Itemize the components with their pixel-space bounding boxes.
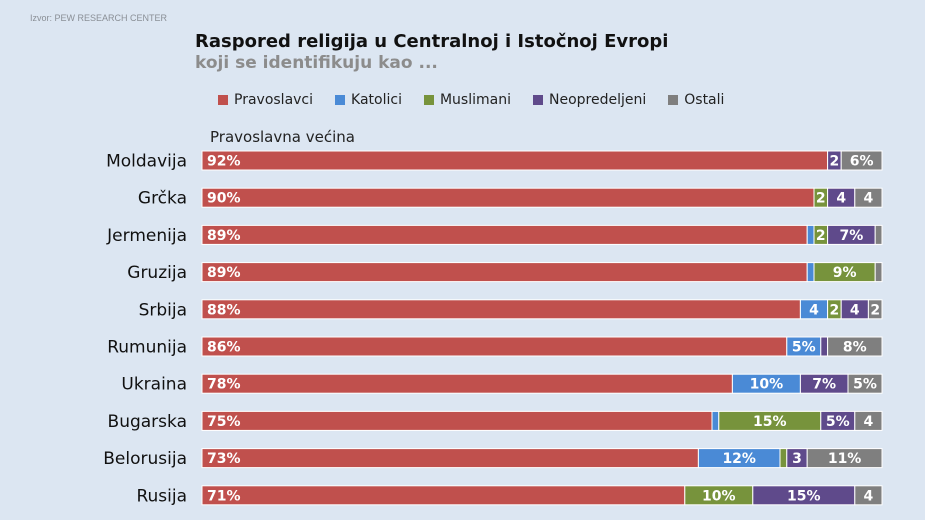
data-label: 2 [816, 228, 826, 244]
bar-segment [806, 224, 815, 245]
bar-segment [874, 224, 883, 245]
bar-segment [201, 448, 699, 469]
data-label: 5% [853, 377, 877, 393]
bar-segment [874, 262, 883, 283]
legend-item: Muslimani [423, 92, 511, 108]
data-label: 15% [787, 488, 821, 504]
data-label: 10% [702, 488, 736, 504]
legend-label: Muslimani [439, 92, 511, 108]
bar-segment [854, 187, 883, 208]
bar-segment [201, 373, 733, 394]
category-label: Rumunija [107, 338, 187, 358]
bar-segment [201, 224, 808, 245]
bar-segment [820, 336, 829, 357]
category-label: Gruzija [127, 263, 187, 283]
bar-segment [806, 448, 883, 469]
category-label: Rusija [136, 486, 187, 506]
source-note: Izvor: PEW RESEARCH CENTER [30, 13, 168, 23]
category-label: Srbija [139, 300, 187, 320]
category-label: Moldavija [106, 152, 187, 172]
data-label: 4 [864, 488, 874, 504]
bar-segment [711, 410, 720, 431]
group-label: Pravoslavna većina [210, 128, 355, 146]
data-label: 4 [864, 414, 874, 430]
bar-segment [840, 150, 883, 171]
legend: Pravoslavci Katolici Muslimani Neopredeljen… [218, 92, 724, 108]
bar-segment [854, 485, 883, 506]
legend-swatch [218, 95, 228, 105]
legend-item: Ostali [668, 92, 724, 108]
category-label: Belorusija [103, 449, 187, 469]
bar-segment [806, 262, 815, 283]
legend-label: Ostali [684, 92, 725, 108]
data-label: 2 [830, 302, 840, 318]
bar-segment [201, 187, 815, 208]
category-label: Grčka [138, 189, 187, 209]
legend-label: Pravoslavci [234, 92, 314, 108]
data-label: 3 [792, 451, 802, 467]
bar-segment [854, 410, 883, 431]
data-label: 5% [826, 414, 850, 430]
bar-segment [201, 150, 829, 171]
data-label: 86% [207, 340, 241, 356]
bar-segment [847, 373, 883, 394]
data-label: 4 [836, 191, 846, 207]
bar-segment [201, 262, 808, 283]
data-label: 89% [207, 228, 241, 244]
data-label: 2 [816, 191, 826, 207]
bar-segment [827, 336, 883, 357]
data-label: 9% [833, 265, 857, 281]
data-label: 88% [207, 302, 241, 318]
bar-segment [867, 299, 883, 320]
legend-item: Katolici [335, 92, 402, 108]
data-label: 78% [207, 377, 241, 393]
bar-segment [201, 299, 801, 320]
category-label: Bugarska [108, 412, 187, 432]
data-label: 12% [722, 451, 756, 467]
data-label: 73% [207, 451, 241, 467]
legend-swatch [668, 95, 679, 105]
data-label: 4 [809, 302, 819, 318]
chart-title: Raspored religija u Centralnoj i Istočno… [195, 31, 669, 52]
legend-swatch [532, 95, 543, 105]
data-label: 89% [207, 265, 241, 281]
data-label: 10% [750, 377, 784, 393]
data-label: 4 [850, 302, 860, 318]
data-label: 92% [207, 154, 241, 170]
category-label: Ukraina [121, 375, 187, 395]
bar-segment [201, 336, 788, 357]
bar-segment [201, 410, 713, 431]
category-label: Jermenija [106, 226, 187, 246]
data-label: 7% [840, 228, 864, 244]
chart-subtitle: koji se identifikuju kao ... [195, 53, 438, 73]
legend-swatch [335, 95, 346, 105]
data-label: 11% [828, 451, 862, 467]
data-label: 6% [850, 154, 874, 170]
data-label: 2 [870, 302, 880, 318]
bar-segment [779, 448, 788, 469]
bar-segment [201, 485, 686, 506]
legend-label: Katolici [351, 92, 402, 108]
legend-item: Neopredeljeni [532, 92, 647, 108]
legend-label: Neopredeljeni [548, 92, 647, 108]
data-label: 4 [864, 191, 874, 207]
data-label: 8% [843, 340, 867, 356]
data-label: 75% [207, 414, 241, 430]
data-label: 2 [830, 154, 840, 170]
data-label: 15% [753, 414, 787, 430]
data-label: 5% [792, 340, 816, 356]
data-label: 90% [207, 191, 241, 207]
data-label: 71% [207, 488, 241, 504]
legend-swatch [423, 95, 434, 105]
data-label: 7% [812, 377, 836, 393]
legend-item: Pravoslavci [218, 92, 313, 108]
